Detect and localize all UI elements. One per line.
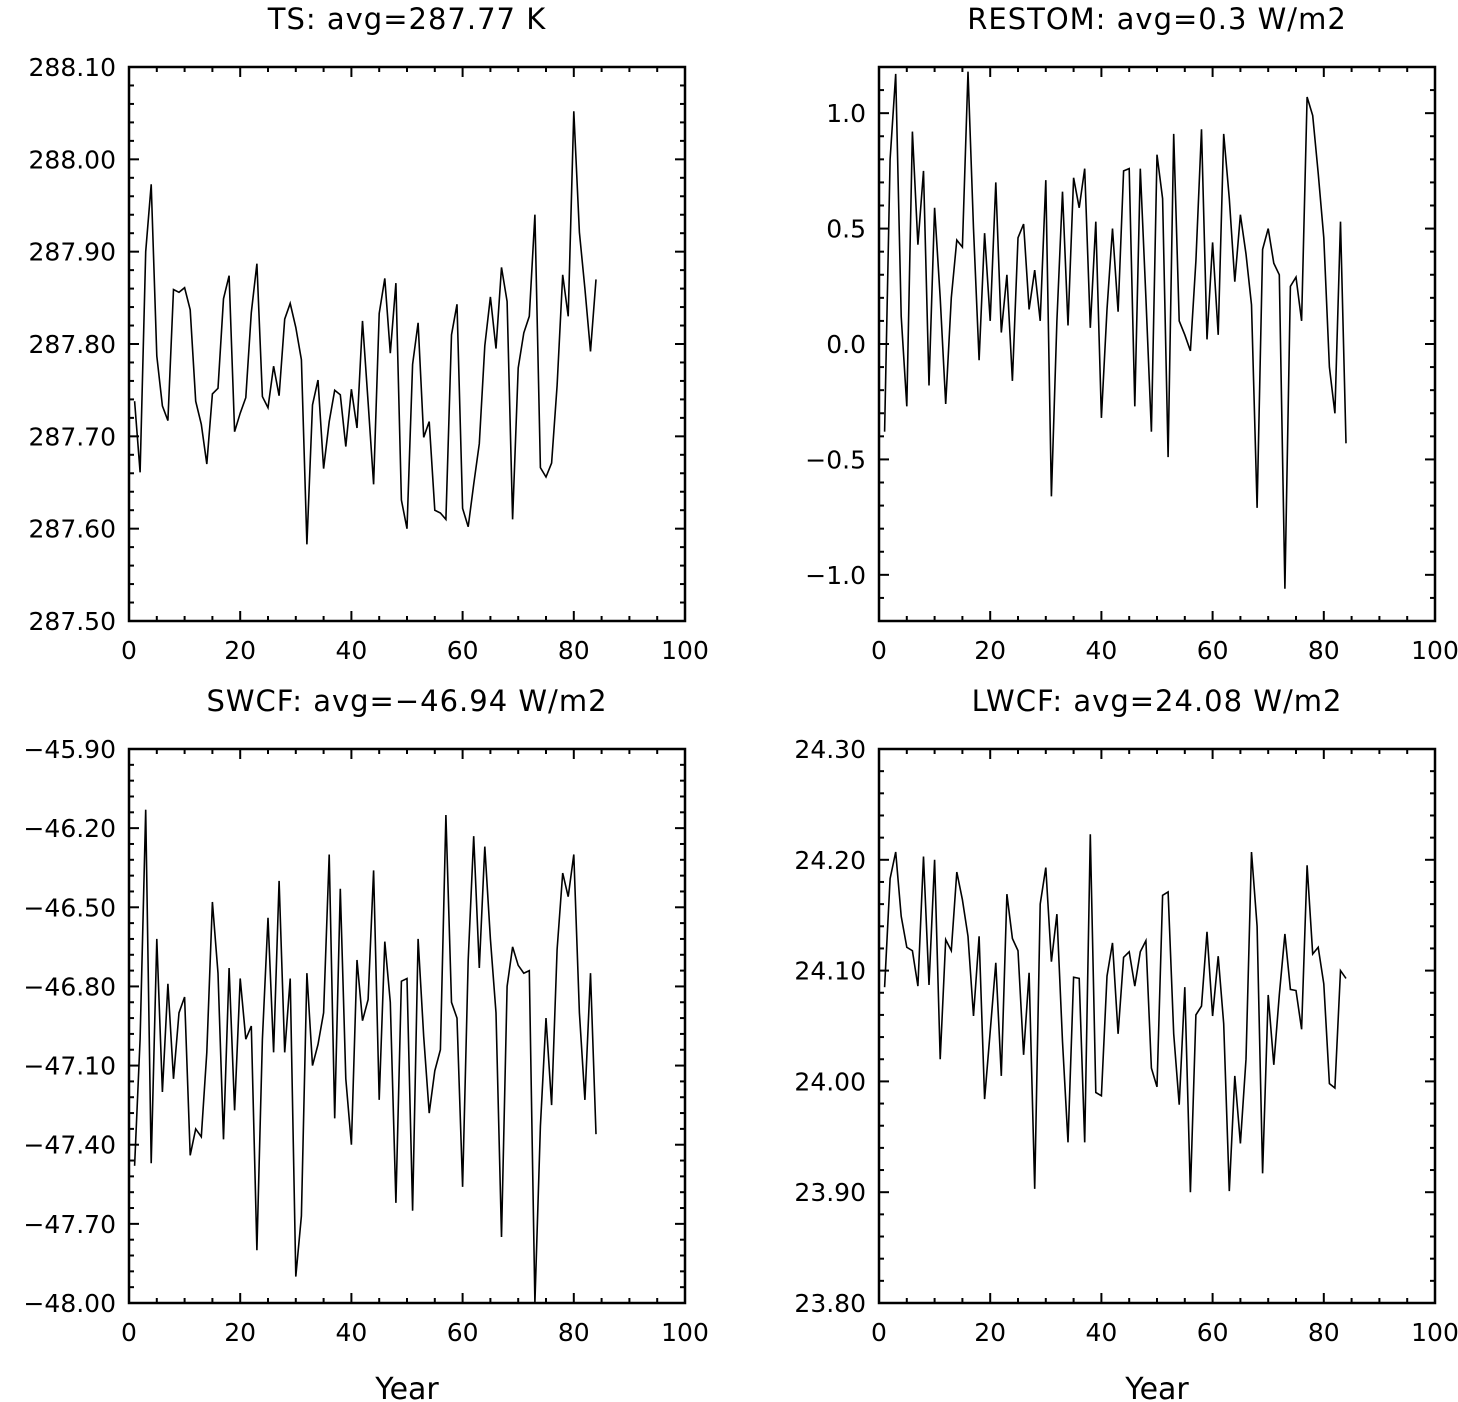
plot-frame xyxy=(877,747,1437,1305)
x-tick-label: 100 xyxy=(1411,636,1458,665)
x-tick-label: 60 xyxy=(447,1318,479,1347)
x-tick-label: 100 xyxy=(1411,1318,1458,1347)
y-tick-label: 24.10 xyxy=(794,957,866,986)
y-tick-label: −47.70 xyxy=(23,1210,116,1239)
y-tick-label: 23.80 xyxy=(794,1289,866,1318)
y-tick-label: −47.40 xyxy=(23,1131,116,1160)
series-line-restom xyxy=(883,71,1347,589)
series-line-ts xyxy=(133,111,597,545)
x-tick-label: 100 xyxy=(661,1318,709,1347)
x-tick-label: 0 xyxy=(871,1318,887,1347)
y-tick-label: 288.10 xyxy=(29,53,116,82)
y-tick-label: 287.50 xyxy=(29,607,116,636)
y-tick-label: −47.10 xyxy=(23,1052,116,1081)
y-tick-label: −46.50 xyxy=(23,893,116,922)
x-tick-label: 0 xyxy=(871,636,887,665)
y-tick-label: −0.5 xyxy=(805,445,866,474)
series-line-swcf xyxy=(133,809,597,1304)
y-tick-label: 23.90 xyxy=(794,1178,866,1207)
y-tick-label: 287.80 xyxy=(29,330,116,359)
y-tick-label: 287.60 xyxy=(29,515,116,544)
y-tick-label: −1.0 xyxy=(805,561,866,590)
y-tick-label: 24.00 xyxy=(794,1067,866,1096)
x-tick-label: 40 xyxy=(335,636,367,665)
x-tick-label: 100 xyxy=(661,636,709,665)
y-tick-label: 24.30 xyxy=(794,735,866,764)
x-tick-label: 0 xyxy=(121,636,137,665)
y-tick-label: −48.00 xyxy=(23,1289,116,1318)
y-tick-label: −46.80 xyxy=(23,972,116,1001)
x-tick-label: 20 xyxy=(224,1318,256,1347)
x-tick-label: 60 xyxy=(1197,1318,1229,1347)
y-tick-label: 287.90 xyxy=(29,238,116,267)
y-tick-label: 1.0 xyxy=(826,99,866,128)
x-tick-label: 40 xyxy=(335,1318,367,1347)
x-tick-label: 20 xyxy=(224,636,256,665)
x-tick-label: 80 xyxy=(558,1318,590,1347)
series-line-lwcf xyxy=(883,834,1347,1193)
x-tick-label: 0 xyxy=(121,1318,137,1347)
chart-title: LWCF: avg=24.08 W/m2 xyxy=(972,684,1343,718)
y-tick-label: 288.00 xyxy=(29,145,116,174)
y-tick-label: 0.0 xyxy=(826,330,866,359)
chart-title: RESTOM: avg=0.3 W/m2 xyxy=(967,2,1347,36)
x-tick-label: 40 xyxy=(1085,636,1117,665)
chart-title: TS: avg=287.77 K xyxy=(267,2,546,36)
x-tick-label: 80 xyxy=(1308,1318,1340,1347)
plot-frame xyxy=(877,65,1437,623)
y-tick-label: 24.20 xyxy=(794,846,866,875)
x-axis-label: Year xyxy=(374,1372,439,1402)
plot-frame xyxy=(127,65,687,623)
y-tick-label: 287.70 xyxy=(29,422,116,451)
x-tick-label: 80 xyxy=(558,636,590,665)
x-axis-label: Year xyxy=(1124,1372,1189,1402)
y-tick-label: −45.90 xyxy=(23,735,116,764)
x-tick-label: 80 xyxy=(1308,636,1340,665)
chart-title: SWCF: avg=−46.94 W/m2 xyxy=(206,684,607,718)
x-tick-label: 20 xyxy=(974,636,1006,665)
x-tick-label: 60 xyxy=(447,636,479,665)
x-tick-label: 20 xyxy=(974,1318,1006,1347)
y-tick-label: −46.20 xyxy=(23,814,116,843)
x-tick-label: 40 xyxy=(1085,1318,1117,1347)
plot-frame xyxy=(127,747,687,1305)
y-tick-label: 0.5 xyxy=(826,215,866,244)
x-tick-label: 60 xyxy=(1197,636,1229,665)
